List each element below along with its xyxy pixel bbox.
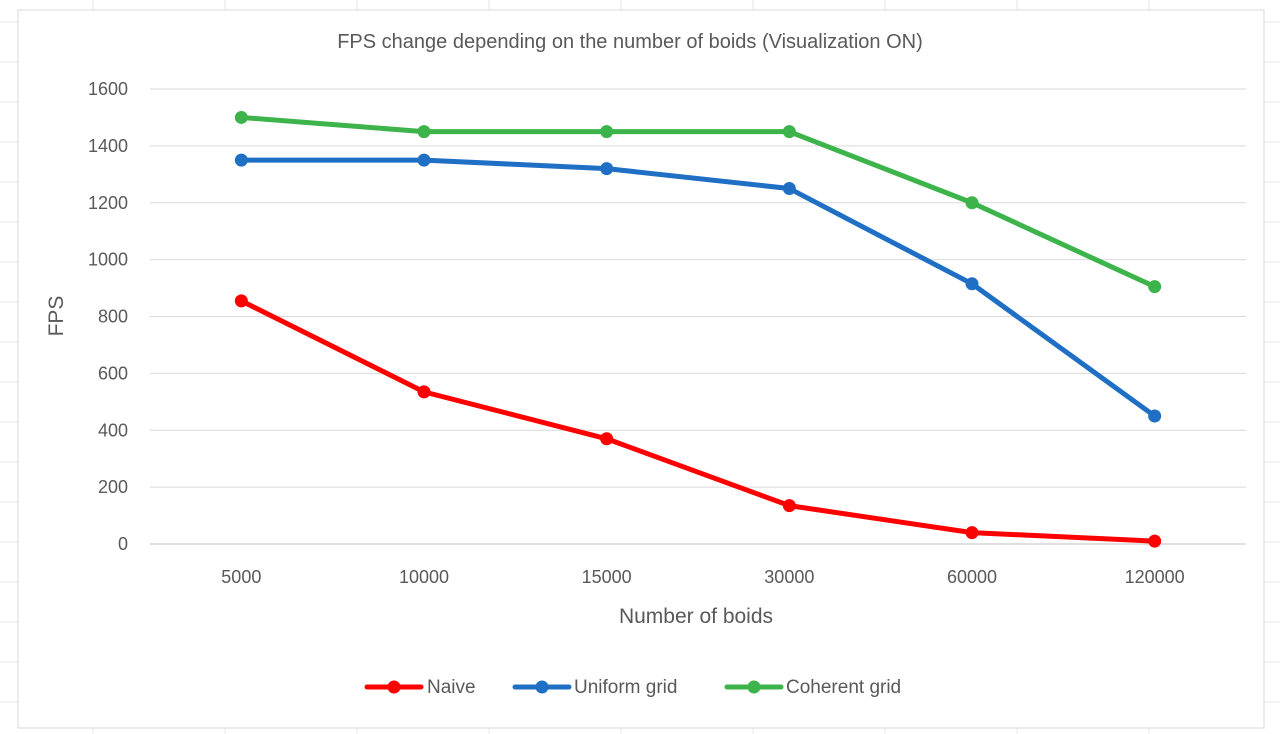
data-point-uniform-grid — [782, 182, 796, 196]
data-point-uniform-grid — [965, 277, 979, 291]
x-tick-label: 10000 — [399, 567, 449, 587]
y-tick-label: 200 — [98, 477, 128, 497]
series-line-naive — [238, 298, 1158, 544]
tick-labels: 0 200 400 600 800 1000 1200 1400 1600 5000 10000 15… — [88, 79, 1185, 587]
legend-marker — [535, 680, 549, 694]
y-tick-label: 1400 — [88, 136, 128, 156]
data-point-naive — [1148, 534, 1162, 548]
data-point-coherent-grid — [1148, 280, 1162, 294]
x-tick-label: 60000 — [947, 567, 997, 587]
data-point-naive — [782, 499, 796, 513]
legend-item-uniform-grid: Uniform grid — [512, 677, 677, 698]
data-point-uniform-grid — [600, 162, 614, 176]
series-layer — [234, 110, 1162, 548]
y-tick-label: 600 — [98, 363, 128, 383]
y-tick-label: 1000 — [88, 250, 128, 270]
data-point-naive — [965, 526, 979, 540]
legend-item-naive: Naive — [364, 677, 476, 698]
series-naive — [234, 294, 1162, 548]
y-tick-label: 400 — [98, 420, 128, 440]
legend-marker — [387, 680, 401, 694]
x-tick-label: 120000 — [1125, 567, 1185, 587]
legend-item-coherent-grid: Coherent grid — [724, 677, 901, 698]
data-point-coherent-grid — [234, 110, 248, 124]
y-tick-label: 1200 — [88, 193, 128, 213]
legend-label: Naive — [427, 677, 476, 698]
data-point-naive — [234, 294, 248, 308]
x-axis-title: Number of boids — [619, 605, 773, 628]
data-point-uniform-grid — [417, 153, 431, 167]
data-point-uniform-grid — [1148, 409, 1162, 423]
data-point-naive — [417, 385, 431, 399]
legend-label: Uniform grid — [574, 677, 677, 698]
y-axis-title: FPS — [45, 296, 68, 337]
gridlines — [150, 88, 1246, 545]
data-point-coherent-grid — [600, 125, 614, 139]
series-coherent-grid — [234, 110, 1162, 294]
data-point-coherent-grid — [417, 125, 431, 139]
x-tick-label: 30000 — [764, 567, 814, 587]
data-point-naive — [600, 432, 614, 446]
x-tick-label: 15000 — [582, 567, 632, 587]
legend: Naive Uniform grid Coherent grid — [364, 677, 901, 698]
y-tick-label: 800 — [98, 307, 128, 327]
data-point-coherent-grid — [965, 196, 979, 210]
y-tick-label: 1600 — [88, 79, 128, 99]
data-point-coherent-grid — [782, 125, 796, 139]
series-line-uniform-grid — [238, 157, 1158, 419]
legend-marker — [747, 680, 761, 694]
series-line-coherent-grid — [238, 114, 1158, 290]
legend-label: Coherent grid — [786, 677, 901, 698]
data-point-uniform-grid — [234, 153, 248, 167]
x-tick-label: 5000 — [221, 567, 261, 587]
chart-title: FPS change depending on the number of bo… — [337, 31, 923, 53]
series-uniform-grid — [234, 153, 1162, 423]
y-tick-label: 0 — [118, 534, 128, 554]
